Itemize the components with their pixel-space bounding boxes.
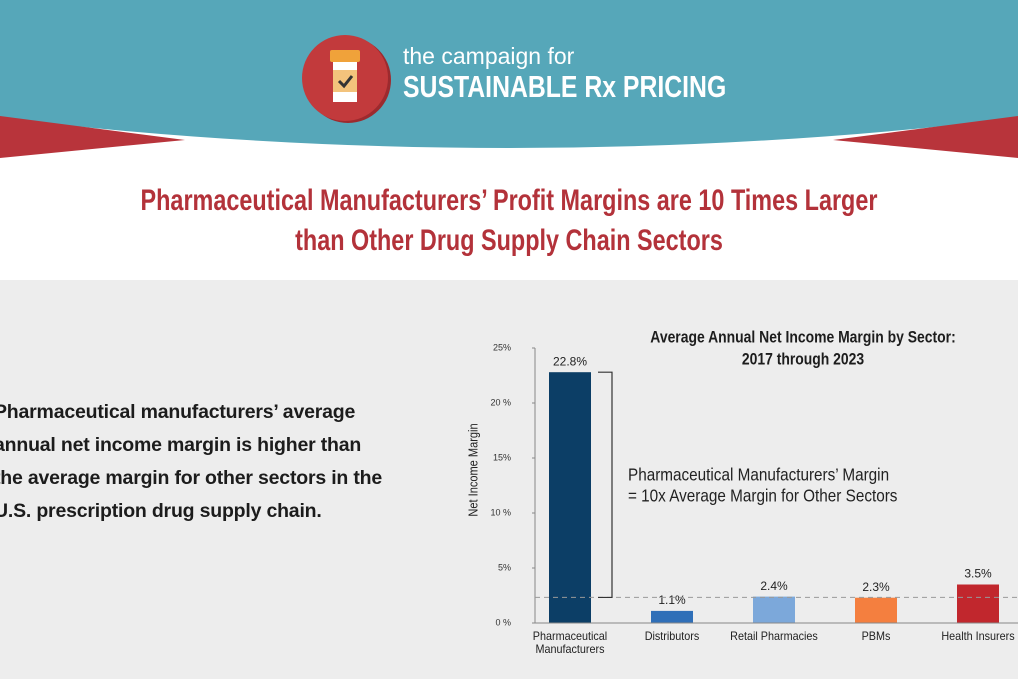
gray-panel [0, 280, 1018, 679]
bracket [598, 371, 613, 599]
value-label: 3.5% [964, 567, 992, 581]
y-tick-label: 20 % [490, 397, 511, 407]
y-tick-label: 10 % [490, 507, 511, 517]
tagline: the campaign for [403, 43, 575, 69]
value-label: 22.8% [553, 354, 587, 368]
y-tick-label: 15% [493, 452, 511, 462]
bar [957, 584, 999, 623]
y-axis-label: Net Income Margin [466, 423, 481, 516]
page-title: Pharmaceutical Manufacturers’ Profit Mar… [140, 184, 878, 217]
banner-ribbon-left [0, 116, 185, 158]
x-tick-label: Health Insurers [941, 629, 1015, 643]
y-tick-label: 25% [493, 342, 511, 352]
body-text: Pharmaceutical manufacturers’ average an… [0, 401, 383, 522]
bar [651, 610, 693, 623]
brand: SUSTAINABLE Rx PRICING [403, 70, 726, 104]
y-tick-label: 0 % [495, 617, 511, 627]
annotation: = 10x Average Margin for Other Sectors [628, 486, 897, 506]
bar [549, 372, 591, 623]
banner [0, 0, 1018, 148]
page-title: than Other Drug Supply Chain Sectors [295, 224, 723, 257]
y-tick-label: 5% [498, 562, 511, 572]
value-label: 2.3% [862, 580, 890, 594]
x-tick-label: Distributors [644, 629, 700, 643]
chart-title: 2017 through 2023 [742, 350, 865, 369]
x-tick-label: Retail Pharmacies [730, 629, 818, 643]
value-label: 1.1% [658, 593, 686, 607]
bar [855, 597, 897, 623]
chart-title: Average Annual Net Income Margin by Sect… [650, 328, 955, 347]
logo [302, 35, 391, 123]
x-tick-label: Pharmaceutical Manufacturers [532, 629, 608, 656]
bar [753, 596, 795, 623]
value-label: 2.4% [760, 579, 788, 593]
banner-ribbon-right [833, 116, 1018, 158]
x-tick-label: PBMs [861, 629, 891, 643]
annotation: Pharmaceutical Manufacturers’ Margin [628, 465, 889, 485]
